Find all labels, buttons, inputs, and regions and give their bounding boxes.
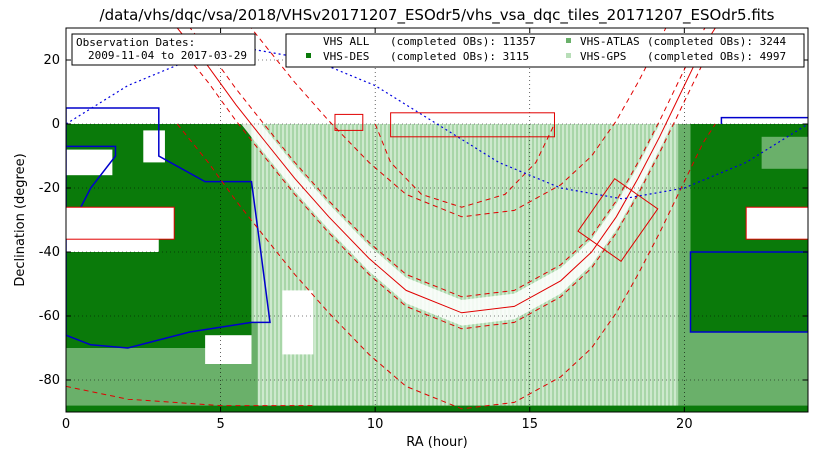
x-tick-label: 5 (216, 417, 224, 432)
y-axis-label: Declination (degree) (13, 153, 28, 286)
x-axis-label: RA (hour) (406, 435, 467, 450)
legend-label: VHS-DES (323, 50, 369, 63)
[object SVGGElement] (745, 206, 808, 240)
legend-label: VHS ALL (323, 35, 370, 48)
y-tick-label: -80 (39, 373, 60, 388)
legend-marker (566, 53, 571, 58)
y-axis-ticks: 20 0 -20 -40 -60 -80 (39, 53, 808, 388)
galactic-limit-line (176, 123, 716, 410)
x-tick-label: 20 (676, 417, 693, 432)
plot-frame (65, 27, 809, 413)
curves (66, 28, 808, 410)
chart-title: /data/vhs/dqc/vsa/2018/VHSv20171207_ESOd… (100, 6, 775, 25)
legend-marker (566, 38, 571, 43)
outline-box (577, 178, 659, 262)
y-tick-label: -60 (39, 309, 60, 324)
coverage-gap (66, 149, 113, 176)
coverage-gap (205, 335, 252, 364)
coverage-gap (66, 239, 159, 252)
x-tick-label: 10 (367, 417, 384, 432)
x-tick-label: 0 (62, 417, 70, 432)
x-axis-ticks: 0 5 10 15 20 (62, 28, 693, 432)
y-tick-label: 0 (52, 117, 60, 132)
observation-dates-label: Observation Dates: (76, 36, 195, 49)
legend-label: VHS-ATLAS (580, 35, 640, 48)
observation-dates-range: 2009-11-04 to 2017-03-29 (88, 49, 247, 62)
galactic-plane-line (176, 28, 716, 314)
[object SVGGElement] (334, 113, 364, 131)
[object SVGGElement] (66, 206, 175, 240)
legend-count: (completed OBs): 11357 (390, 35, 536, 48)
galactic-plane-gap (177, 28, 716, 326)
footprint-outline-right (720, 116, 808, 124)
galactic-limit-line (189, 28, 706, 298)
survey-regions (66, 28, 808, 412)
coverage-gap (282, 290, 314, 355)
observation-dates-box: Observation Dates: 2009-11-04 to 2017-03… (71, 33, 256, 66)
coverage-patch (761, 136, 808, 169)
outline-boxes (66, 112, 808, 262)
bottom-strip (66, 405, 808, 412)
y-tick-label: -40 (39, 245, 60, 260)
footprint-outline-left (66, 107, 271, 349)
x-tick-label: 15 (521, 417, 538, 432)
bulge-limit-line (374, 123, 555, 208)
galactic-limit-line (250, 28, 667, 218)
[object SVGGElement] (390, 112, 555, 138)
footprint-outline-right-box (689, 251, 808, 333)
ecliptic-line (66, 48, 808, 200)
y-tick-label: -20 (39, 181, 60, 196)
grid-lines (66, 28, 808, 412)
legend-label: VHS-GPS (580, 50, 626, 63)
footprint-outline-inner (66, 145, 117, 237)
galactic-limit-line (176, 43, 716, 330)
legend-count: (completed OBs): 3115 (390, 50, 529, 63)
legend-count: (completed OBs): 3244 (647, 35, 786, 48)
legend-marker (306, 53, 311, 58)
south-limit-line (66, 385, 314, 407)
legend: VHS ALL (completed OBs): 11357 VHS-ATLAS (c… (285, 33, 805, 68)
legend-count: (completed OBs): 4997 (647, 50, 786, 63)
y-tick-label: 20 (43, 53, 60, 68)
plot-area (66, 28, 808, 412)
